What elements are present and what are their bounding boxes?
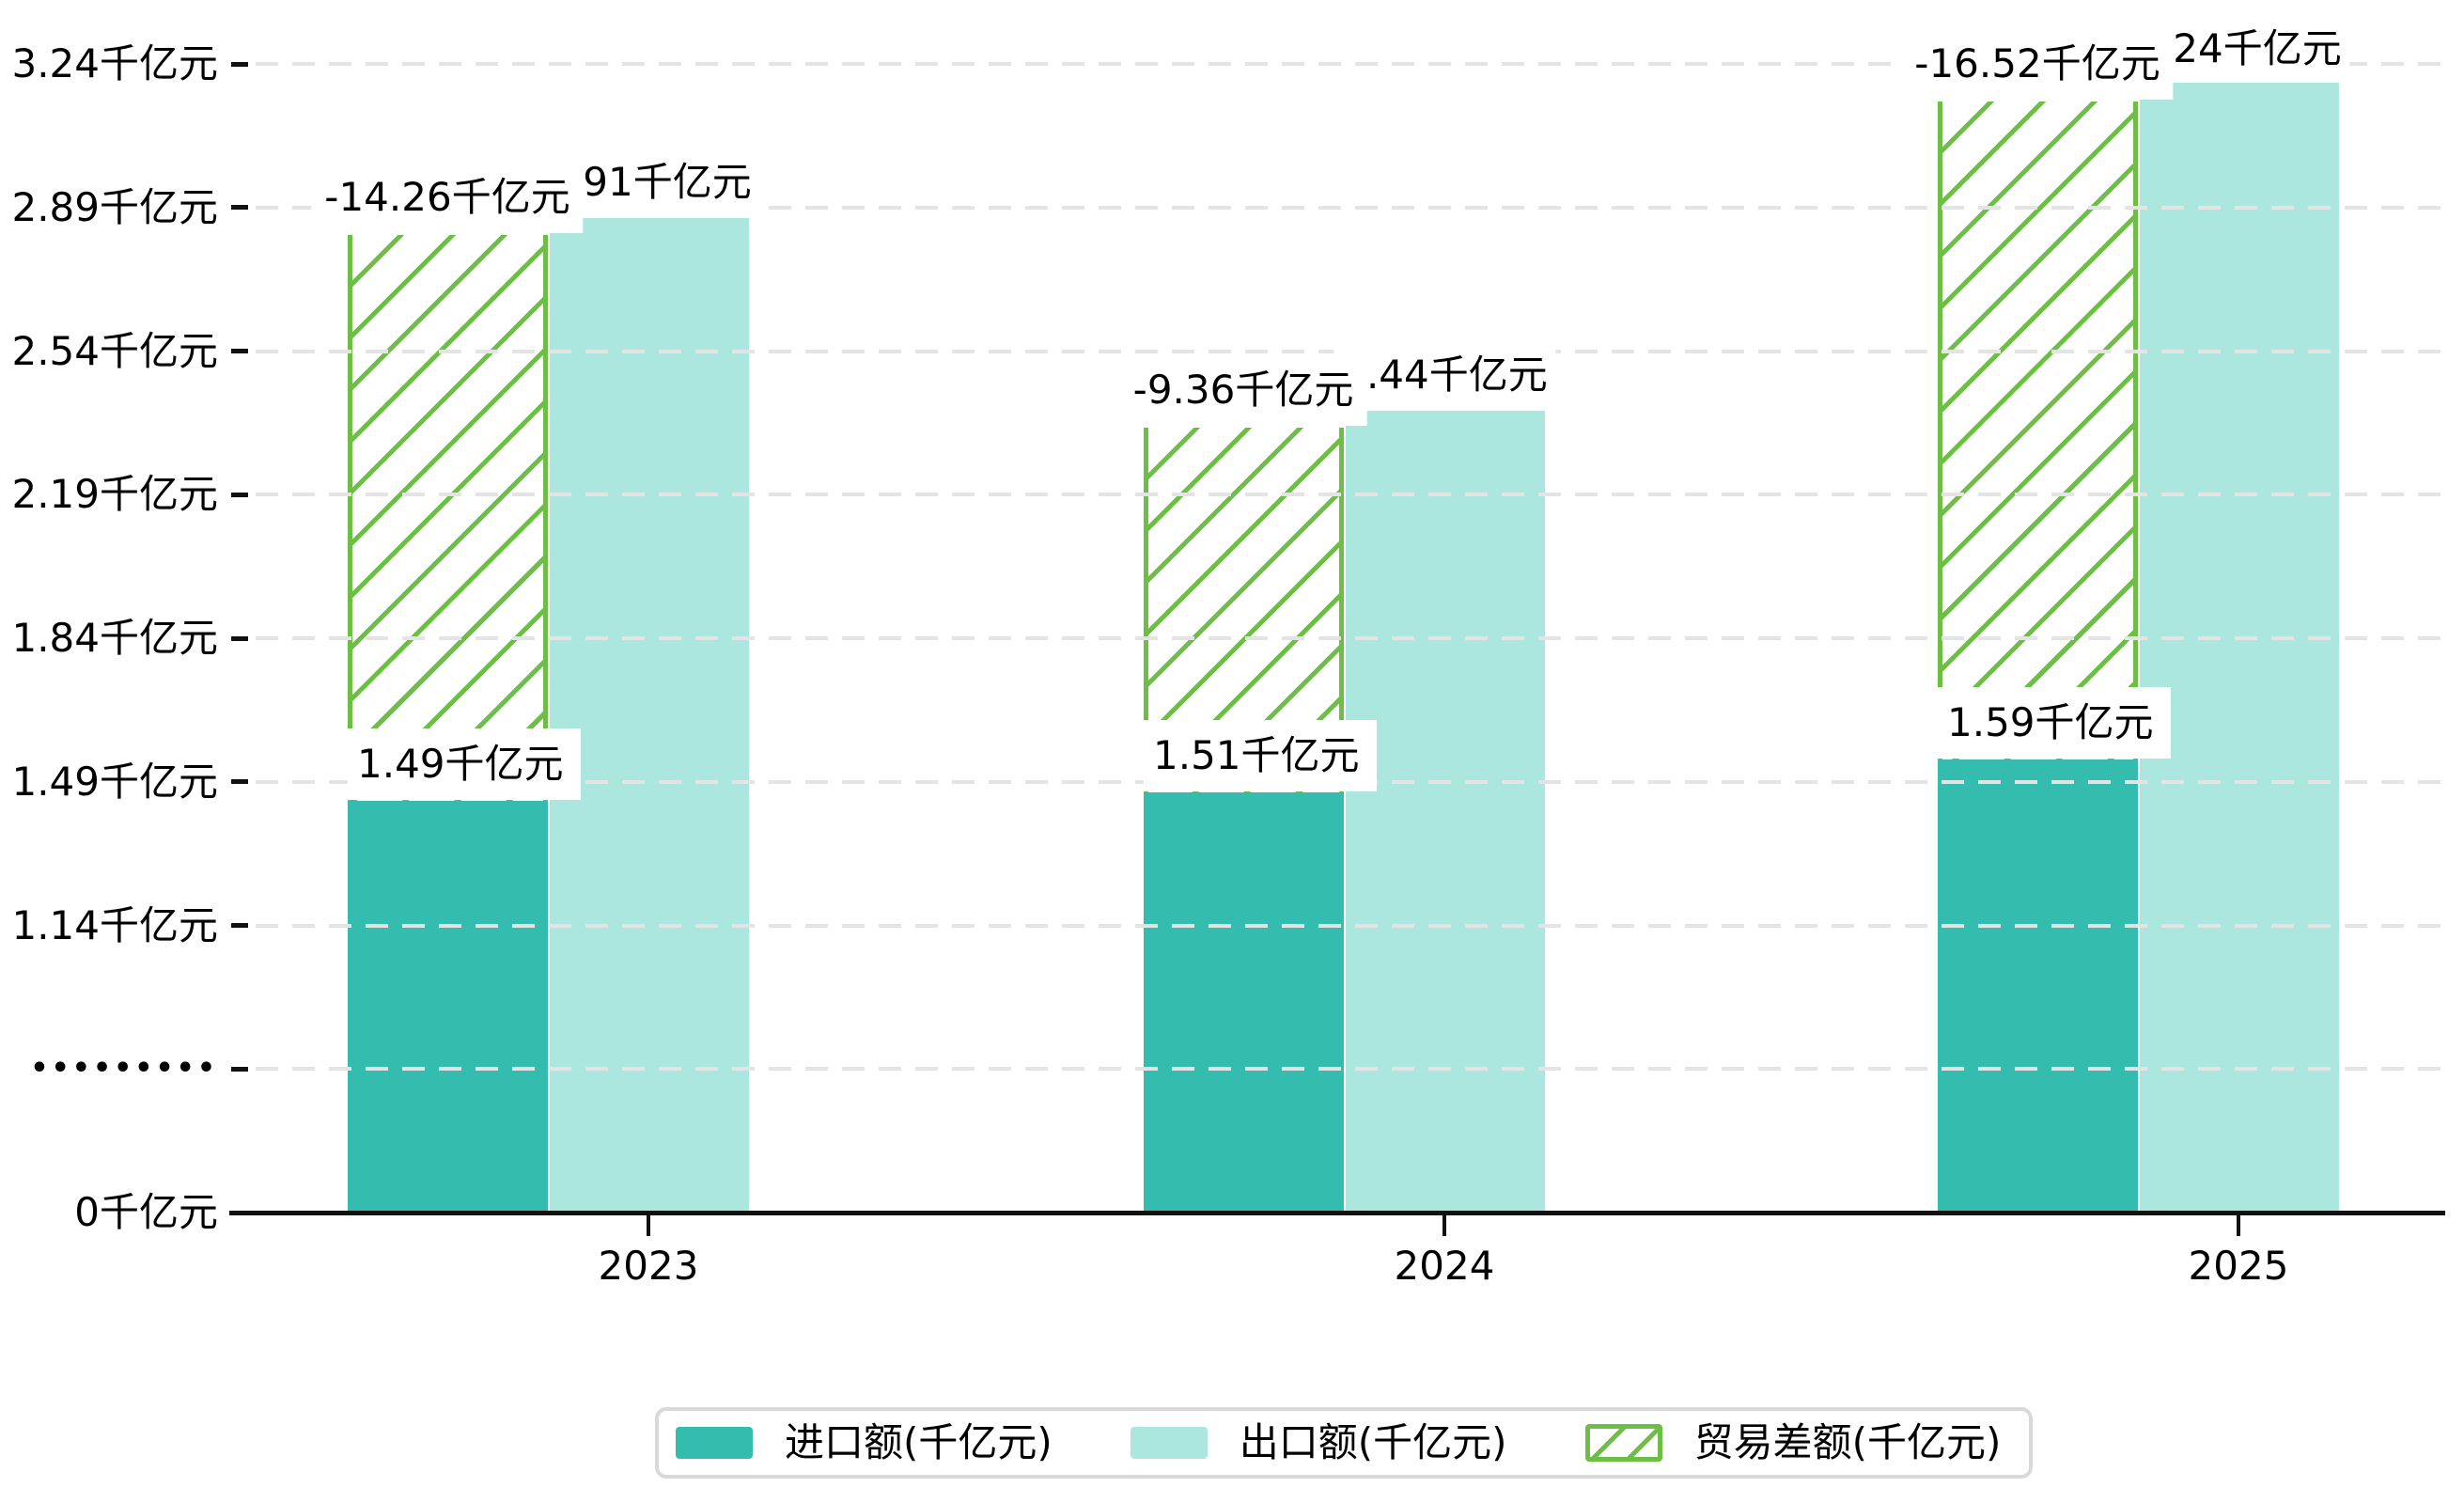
x-tick-label: 2024 xyxy=(1394,1243,1495,1289)
x-tick-label: 2025 xyxy=(2188,1243,2289,1289)
export-color-swatch xyxy=(1130,1427,1208,1459)
gridline xyxy=(256,923,2445,928)
trade-balance-value-label: -9.36千亿元 xyxy=(1119,354,1367,427)
y-tick-label: 2.89千亿元 xyxy=(11,183,218,230)
export-bar xyxy=(1346,410,1545,1214)
y-tick-mark xyxy=(231,205,248,211)
gridline xyxy=(256,205,2445,210)
trade-balance-value-label: -14.26千亿元 xyxy=(311,162,584,234)
trade-balance-hatched-bar xyxy=(1938,101,2138,760)
y-tick-label: 1.14千亿元 xyxy=(11,901,218,948)
y-tick-label: 1.84千亿元 xyxy=(11,615,218,661)
y-tick-label: 3.24千亿元 xyxy=(11,40,218,86)
legend-item: 出口额(千亿元) xyxy=(1130,1419,1507,1465)
y-tick-mark xyxy=(231,492,248,497)
trade-balance-hatch-swatch xyxy=(1584,1424,1662,1462)
y-tick-label: 2.19千亿元 xyxy=(11,471,218,518)
legend-item-label: 进口额(千亿元) xyxy=(785,1419,1053,1465)
y-tick-mark xyxy=(231,779,248,785)
y-tick-mark xyxy=(231,1066,248,1072)
x-tick-mark xyxy=(2237,1215,2240,1236)
trade-balance-value-label: -16.52千亿元 xyxy=(1901,27,2174,100)
y-tick-label: 2.54千亿元 xyxy=(11,327,218,374)
gridline xyxy=(256,1067,2445,1072)
gridline xyxy=(256,493,2445,497)
legend-item-label: 贸易差额(千亿元) xyxy=(1693,1419,2002,1465)
legend-item-label: 出口额(千亿元) xyxy=(1239,1419,1507,1465)
x-tick-label: 2023 xyxy=(598,1243,699,1289)
export-bar xyxy=(2140,82,2339,1214)
import-bar xyxy=(1938,759,2138,1214)
import-bar xyxy=(348,800,548,1214)
y-tick-label: 1.49千亿元 xyxy=(11,758,218,805)
y-tick-mark xyxy=(231,635,248,641)
gridline xyxy=(256,62,2445,66)
trade-balance-hatched-bar xyxy=(348,235,548,801)
chart-legend: 进口额(千亿元) 出口额(千亿元) 贸易差额(千亿元) xyxy=(655,1407,2033,1479)
gridline xyxy=(256,636,2445,640)
legend-item: 贸易差额(千亿元) xyxy=(1584,1419,2002,1465)
import-value-label: 1.49千亿元 xyxy=(348,728,581,800)
legend-item: 进口额(千亿元) xyxy=(676,1423,1053,1463)
export-value-label: 2.44千亿元 xyxy=(1333,342,1555,409)
y-tick-mark xyxy=(231,349,248,353)
x-tick-mark xyxy=(647,1215,650,1236)
import-color-swatch xyxy=(676,1427,753,1459)
y-tick-mark xyxy=(231,923,248,928)
import-value-label: 1.59千亿元 xyxy=(1938,687,2171,759)
import-value-label: 1.51千亿元 xyxy=(1144,719,1377,791)
export-bar xyxy=(550,217,749,1214)
x-tick-mark xyxy=(1443,1215,1446,1236)
y-tick-label: 0千亿元 xyxy=(74,1189,218,1235)
x-axis-line xyxy=(229,1211,2445,1215)
import-bar xyxy=(1144,791,1344,1214)
y-tick-mark xyxy=(231,61,248,67)
y-axis-break-tick-label: ••••••••• xyxy=(30,1052,218,1086)
